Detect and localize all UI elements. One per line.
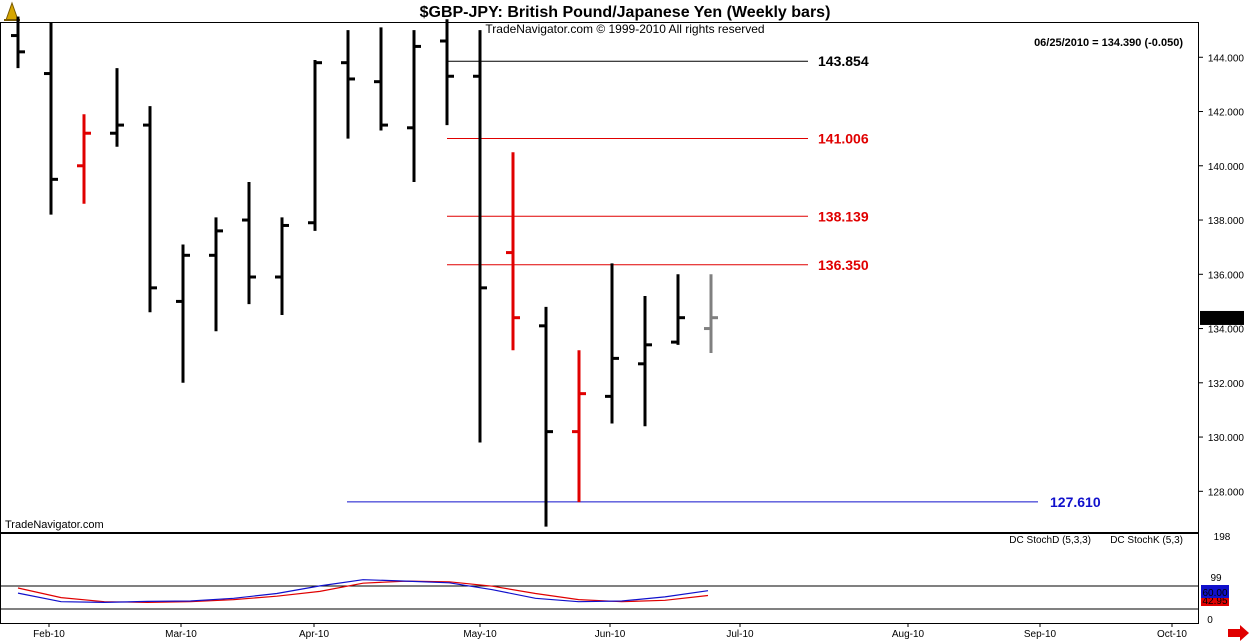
ohlc-bar bbox=[572, 350, 586, 503]
ohlc-bar bbox=[77, 114, 91, 204]
date-tick-label: Apr-10 bbox=[299, 629, 329, 640]
stoch-value-box bbox=[1201, 585, 1229, 598]
ohlc-bar bbox=[275, 217, 289, 315]
date-tick-label: Oct-10 bbox=[1157, 629, 1187, 640]
date-tick-label: Jun-10 bbox=[595, 629, 626, 640]
price-tick-label: 128.000 bbox=[1208, 487, 1245, 498]
ohlc-bar bbox=[176, 244, 190, 383]
level-label: 127.610 bbox=[1050, 494, 1101, 510]
date-tick-label: Jul-10 bbox=[726, 629, 754, 640]
ohlc-bar bbox=[11, 16, 25, 69]
level-label: 141.006 bbox=[818, 130, 869, 146]
level-label: 138.139 bbox=[818, 208, 869, 224]
ohlc-bar bbox=[110, 68, 124, 147]
price-axis: 144.000 142.000 140.000 138.000 136.000 134.0… bbox=[1198, 53, 1244, 498]
ohlc-bar bbox=[242, 182, 256, 305]
price-tick-label: 134.000 bbox=[1208, 325, 1245, 336]
ohlc-bar bbox=[374, 27, 388, 131]
level-label: 136.350 bbox=[818, 257, 869, 273]
stochastic-panel: DC StochD (5,3,3) DC StochK (5,3) 198 99 0 42… bbox=[0, 532, 1231, 626]
ohlc-bar bbox=[143, 106, 157, 313]
price-tick-label: 142.000 bbox=[1208, 108, 1245, 119]
stoch-value-label: 60.00 bbox=[1202, 588, 1227, 599]
stoch-series-line bbox=[17, 579, 709, 604]
price-tick-label: 130.000 bbox=[1208, 433, 1245, 444]
stoch-d-legend: DC StochD (5,3,3) bbox=[1009, 535, 1091, 546]
ohlc-bar bbox=[539, 306, 553, 527]
quote-readout: 06/25/2010 = 134.390 (-0.050) bbox=[1034, 37, 1183, 49]
copyright-text: TradeNavigator.com © 1999-2010 All right… bbox=[485, 22, 764, 36]
ohlc-bar bbox=[605, 263, 619, 424]
level-label: 143.854 bbox=[818, 53, 869, 69]
date-tick-label: Aug-10 bbox=[892, 629, 925, 640]
date-tick-label: Sep-10 bbox=[1024, 629, 1057, 640]
ohlc-bar bbox=[308, 59, 322, 231]
price-tick-label: 138.000 bbox=[1208, 216, 1245, 227]
stoch-tick-label: 0 bbox=[1207, 615, 1213, 626]
stoch-k-legend: DC StochK (5,3) bbox=[1110, 535, 1183, 546]
last-price-label: 134.390 bbox=[1204, 314, 1241, 325]
ohlc-bar bbox=[473, 30, 487, 443]
scroll-right-arrow-icon[interactable] bbox=[1228, 625, 1249, 641]
ohlc-bar bbox=[407, 30, 421, 183]
ohlc-bar bbox=[704, 274, 718, 353]
ohlc-bar bbox=[209, 217, 223, 332]
stoch-tick-label: 198 bbox=[1214, 532, 1231, 543]
date-tick-label: Feb-10 bbox=[33, 629, 65, 640]
date-tick-label: May-10 bbox=[463, 629, 497, 640]
watermark-text: TradeNavigator.com bbox=[5, 519, 104, 531]
level-lines: 143.854 141.006 138.139 136.350 127.610 bbox=[347, 53, 1101, 510]
last-price-tag: 134.390 bbox=[1200, 310, 1244, 325]
date-tick-label: Mar-10 bbox=[165, 629, 197, 640]
price-bars bbox=[11, 16, 718, 527]
ohlc-bar bbox=[341, 30, 355, 139]
price-panel-border bbox=[0, 22, 1199, 533]
stoch-value-label: 42.95 bbox=[1202, 596, 1227, 607]
stoch-tick-label: 99 bbox=[1210, 573, 1222, 584]
chart-title: $GBP-JPY: British Pound/Japanese Yen (We… bbox=[420, 4, 831, 21]
ohlc-bar bbox=[671, 274, 685, 345]
date-axis: Feb-10 Mar-10 Apr-10 May-10 Jun-10 Jul-10 Aug-… bbox=[33, 623, 1187, 640]
price-tick-label: 144.000 bbox=[1208, 53, 1245, 64]
stoch-series-line bbox=[17, 580, 709, 604]
ohlc-bar bbox=[44, 22, 58, 215]
ohlc-bar bbox=[638, 295, 652, 427]
price-tick-label: 136.000 bbox=[1208, 270, 1245, 281]
indicator-panel-border bbox=[0, 533, 1199, 624]
price-tick-label: 140.000 bbox=[1208, 162, 1245, 173]
ohlc-bar bbox=[506, 152, 520, 351]
ohlc-bar bbox=[440, 19, 454, 126]
last-price-box bbox=[1200, 310, 1244, 325]
price-tick-label: 132.000 bbox=[1208, 379, 1245, 390]
